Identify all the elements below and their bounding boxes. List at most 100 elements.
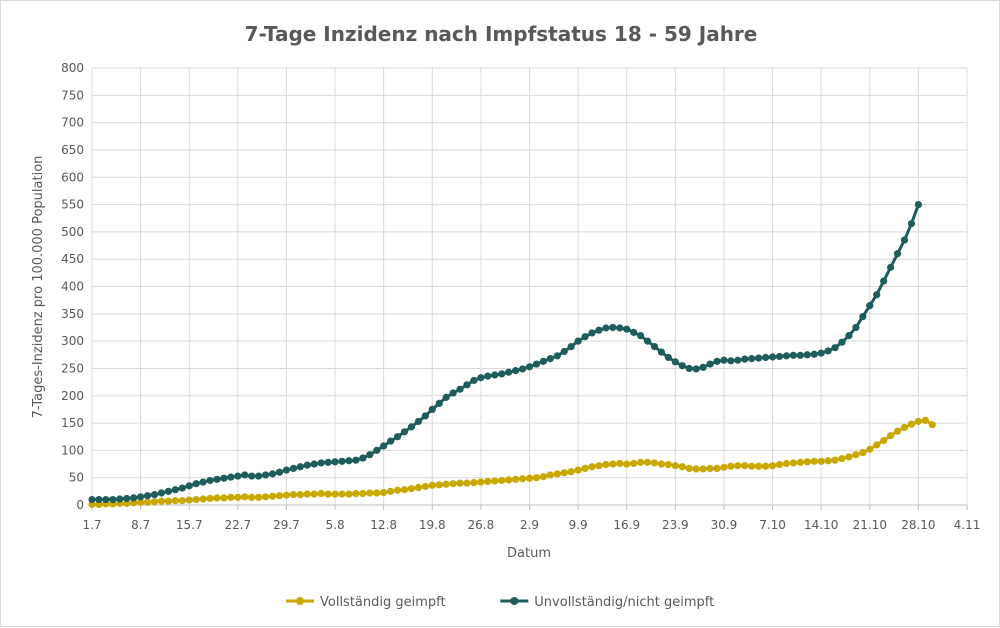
- data-point: [637, 332, 645, 340]
- data-point: [734, 462, 742, 470]
- data-point: [893, 427, 902, 435]
- data-point: [324, 458, 332, 466]
- data-point: [456, 385, 464, 393]
- data-point: [373, 489, 381, 497]
- legend-item-2: Unvollständig/nicht geimpft: [500, 595, 714, 610]
- data-point: [296, 491, 304, 499]
- data-point: [671, 358, 679, 366]
- data-point: [623, 460, 631, 468]
- data-point: [643, 458, 652, 466]
- data-point: [435, 399, 443, 407]
- data-point: [657, 460, 666, 468]
- data-point: [414, 483, 422, 492]
- data-point: [449, 480, 457, 488]
- data-point: [880, 436, 888, 445]
- legend-swatch-marker: [296, 597, 304, 605]
- data-point: [657, 348, 666, 356]
- data-point: [859, 448, 867, 457]
- data-point: [171, 486, 179, 494]
- data-point: [241, 471, 249, 479]
- data-point: [164, 497, 172, 505]
- data-point: [310, 490, 318, 498]
- x-tick-label: 21.10: [853, 518, 887, 532]
- data-point: [887, 432, 895, 440]
- data-point: [817, 457, 825, 465]
- data-point: [671, 462, 679, 470]
- data-point: [546, 471, 554, 479]
- data-point: [206, 476, 214, 485]
- data-point: [803, 351, 811, 359]
- data-point: [755, 462, 763, 470]
- data-point: [609, 460, 617, 468]
- data-point: [810, 350, 818, 358]
- data-point: [234, 493, 242, 501]
- data-point: [387, 437, 395, 445]
- data-point: [775, 460, 784, 469]
- data-point: [442, 480, 450, 488]
- data-point: [213, 475, 221, 483]
- data-point: [428, 481, 436, 489]
- data-point: [845, 332, 853, 340]
- data-point: [296, 463, 304, 471]
- data-point: [900, 423, 909, 432]
- data-point: [498, 370, 506, 378]
- data-point: [116, 495, 124, 503]
- data-point: [393, 433, 402, 441]
- y-tick-label: 300: [61, 334, 84, 348]
- chart-title: 7-Tage Inzidenz nach Impfstatus 18 - 59 …: [245, 22, 758, 46]
- data-point: [435, 481, 443, 489]
- x-tick-label: 29.7: [273, 518, 300, 532]
- data-point: [741, 462, 749, 470]
- data-point: [352, 456, 360, 464]
- data-point: [741, 355, 749, 363]
- data-point: [768, 353, 777, 361]
- data-point: [484, 372, 492, 380]
- x-tick-label: 26.8: [468, 518, 495, 532]
- data-point: [518, 475, 527, 483]
- data-point: [109, 495, 117, 504]
- data-point: [789, 459, 797, 467]
- data-point: [866, 445, 874, 453]
- y-tick-label: 100: [61, 443, 84, 457]
- data-point: [338, 490, 346, 498]
- data-point: [852, 323, 860, 332]
- y-tick-label: 400: [61, 280, 84, 294]
- data-point: [907, 420, 916, 428]
- data-point: [199, 495, 207, 503]
- y-tick-label: 600: [61, 170, 84, 184]
- x-tick-label: 2.9: [520, 518, 539, 532]
- data-point: [220, 474, 228, 482]
- data-point: [185, 496, 193, 504]
- data-point: [470, 376, 478, 385]
- data-point: [532, 360, 541, 368]
- data-point: [157, 497, 166, 505]
- data-point: [539, 357, 547, 365]
- y-tick-label: 50: [69, 471, 84, 485]
- data-point: [421, 412, 429, 420]
- data-point: [407, 423, 416, 431]
- data-point: [782, 459, 791, 468]
- data-point: [352, 489, 360, 498]
- data-point: [345, 490, 353, 498]
- data-point: [255, 472, 263, 480]
- x-tick-label: 5.8: [326, 518, 345, 532]
- data-point: [637, 458, 645, 466]
- data-point: [602, 324, 610, 332]
- data-point: [137, 493, 145, 501]
- data-point: [574, 466, 582, 474]
- data-point: [505, 476, 513, 484]
- data-point: [317, 489, 325, 498]
- y-tick-label: 450: [61, 252, 84, 266]
- y-axis-title: 7-Tages-Inzidenz pro 100.000 Population: [31, 156, 46, 419]
- x-tick-label: 22.7: [224, 518, 251, 532]
- data-point: [539, 473, 547, 481]
- x-axis-title: Datum: [507, 546, 551, 561]
- data-point: [387, 487, 395, 495]
- data-point: [282, 466, 291, 474]
- data-point: [713, 464, 721, 472]
- y-tick-label: 650: [61, 143, 84, 157]
- data-point: [268, 470, 277, 478]
- data-point: [664, 353, 672, 362]
- data-point: [241, 493, 249, 501]
